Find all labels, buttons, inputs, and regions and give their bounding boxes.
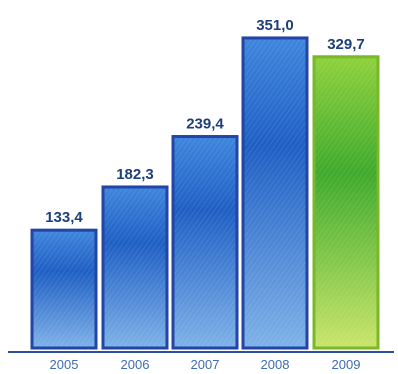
bars-layer — [30, 36, 380, 350]
bar-2009 — [312, 55, 380, 350]
bar-texture — [316, 58, 376, 346]
value-label-2007: 239,4 — [186, 116, 224, 133]
x-tick-labels-layer: 2005 2006 2007 2008 2009 — [50, 357, 361, 372]
bar-texture — [105, 188, 165, 346]
bar-2007 — [171, 135, 239, 350]
value-label-2009: 329,7 — [327, 36, 365, 53]
bar-texture — [34, 232, 94, 346]
x-tick-label-2005: 2005 — [50, 357, 79, 372]
bar-2008 — [241, 36, 309, 350]
bar-texture — [175, 138, 235, 346]
value-label-2006: 182,3 — [116, 166, 154, 183]
value-label-2005: 133,4 — [45, 209, 83, 226]
bar-2006 — [101, 185, 169, 350]
x-tick-label-2008: 2008 — [261, 357, 290, 372]
x-tick-label-2007: 2007 — [191, 357, 220, 372]
bar-2005 — [30, 228, 98, 350]
bar-texture — [245, 39, 305, 346]
x-tick-label-2006: 2006 — [121, 357, 150, 372]
value-label-2008: 351,0 — [256, 17, 294, 34]
x-tick-label-2009: 2009 — [332, 357, 361, 372]
value-labels-layer: 133,4 182,3 239,4 351,0 329,7 — [45, 17, 365, 226]
